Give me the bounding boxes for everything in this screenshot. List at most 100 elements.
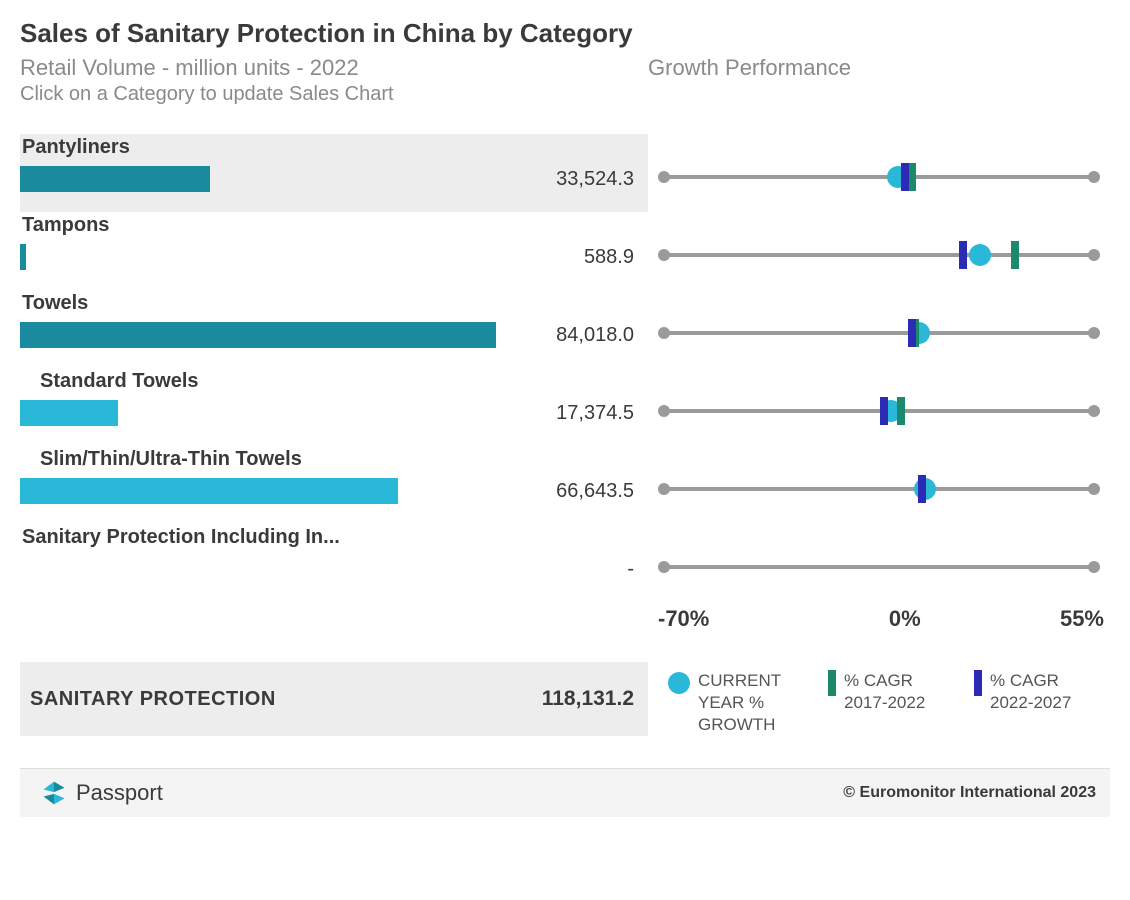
total-box: SANITARY PROTECTION 118,131.2 xyxy=(20,662,648,736)
legend-current-icon xyxy=(668,672,690,694)
marker-cagr-future xyxy=(908,319,916,347)
bar-value: - xyxy=(496,558,648,581)
legend-current-label: CURRENT YEAR % GROWTH xyxy=(698,670,808,736)
bar-value: 17,374.5 xyxy=(496,402,648,425)
category-row[interactable]: Tampons 588.9 xyxy=(20,212,1110,290)
bar-line: 17,374.5 xyxy=(20,397,648,429)
passport-logo-icon xyxy=(40,779,68,807)
row-left[interactable]: Sanitary Protection Including In... - xyxy=(20,524,648,602)
brand-text: Passport xyxy=(76,780,163,806)
legend-cagr-future: % CAGR 2022-2027 xyxy=(974,670,1100,736)
category-row[interactable]: Pantyliners 33,524.3 xyxy=(20,134,1110,212)
axis-line xyxy=(664,253,1094,257)
axis-line xyxy=(664,409,1094,413)
bar-line: - xyxy=(20,553,648,585)
category-row[interactable]: Towels 84,018.0 xyxy=(20,290,1110,368)
marker-cagr-past xyxy=(908,163,916,191)
growth-cell xyxy=(648,368,1110,446)
bar-line: 588.9 xyxy=(20,241,648,273)
axis-end-dot xyxy=(658,249,670,261)
brand: Passport xyxy=(40,779,163,807)
row-left[interactable]: Slim/Thin/Ultra-Thin Towels 66,643.5 xyxy=(20,446,648,524)
bar-value: 33,524.3 xyxy=(496,168,648,191)
growth-track xyxy=(648,162,1110,192)
axis-line xyxy=(664,487,1094,491)
bar-track xyxy=(20,166,496,192)
bar-value: 66,643.5 xyxy=(496,480,648,503)
category-row[interactable]: Sanitary Protection Including In... - xyxy=(20,524,1110,602)
growth-track xyxy=(648,552,1110,582)
subheading-row: Retail Volume - million units - 2022 Gro… xyxy=(20,55,1110,81)
axis-labels: -70% 0% 55% xyxy=(648,602,1110,636)
legend-current: CURRENT YEAR % GROWTH xyxy=(668,670,808,736)
growth-cell xyxy=(648,212,1110,290)
category-row[interactable]: Standard Towels 17,374.5 xyxy=(20,368,1110,446)
legend-cagr-future-label: % CAGR 2022-2027 xyxy=(990,670,1100,714)
marker-current xyxy=(969,244,991,266)
bar-line: 84,018.0 xyxy=(20,319,648,351)
axis-line xyxy=(664,175,1094,179)
bar-track xyxy=(20,478,496,504)
growth-track xyxy=(648,396,1110,426)
marker-cagr-past xyxy=(1011,241,1019,269)
total-label: SANITARY PROTECTION xyxy=(30,688,276,711)
bar-line: 66,643.5 xyxy=(20,475,648,507)
row-left[interactable]: Pantyliners 33,524.3 xyxy=(20,134,648,212)
growth-track xyxy=(648,240,1110,270)
bar-fill xyxy=(20,400,118,426)
instruction-text: Click on a Category to update Sales Char… xyxy=(20,83,1110,106)
axis-end-dot xyxy=(1088,327,1100,339)
category-label: Tampons xyxy=(20,214,648,237)
axis-end-dot xyxy=(1088,561,1100,573)
axis-label-row: -70% 0% 55% xyxy=(20,602,1110,636)
axis-end-dot xyxy=(658,405,670,417)
legend: CURRENT YEAR % GROWTH % CAGR 2017-2022 %… xyxy=(648,662,1110,736)
marker-cagr-past xyxy=(897,397,905,425)
bar-fill xyxy=(20,478,398,504)
marker-cagr-future xyxy=(959,241,967,269)
axis-end-dot xyxy=(1088,405,1100,417)
bar-value: 84,018.0 xyxy=(496,324,648,347)
category-label: Pantyliners xyxy=(20,136,648,159)
axis-end-dot xyxy=(658,327,670,339)
category-row[interactable]: Slim/Thin/Ultra-Thin Towels 66,643.5 xyxy=(20,446,1110,524)
growth-track xyxy=(648,318,1110,348)
bar-track xyxy=(20,400,496,426)
growth-cell xyxy=(648,290,1110,368)
axis-line xyxy=(664,331,1094,335)
growth-track xyxy=(648,474,1110,504)
axis-end-dot xyxy=(1088,483,1100,495)
axis-tick-label: -70% xyxy=(658,606,709,632)
row-left[interactable]: Tampons 588.9 xyxy=(20,212,648,290)
marker-cagr-future xyxy=(901,163,909,191)
axis-tick-label: 55% xyxy=(1060,606,1104,632)
axis-end-dot xyxy=(658,561,670,573)
copyright: © Euromonitor International 2023 xyxy=(843,784,1096,802)
subtitle-right: Growth Performance xyxy=(648,55,851,81)
axis-end-dot xyxy=(658,171,670,183)
subtitle-left: Retail Volume - million units - 2022 xyxy=(20,55,648,81)
bar-track xyxy=(20,556,496,582)
axis-end-dot xyxy=(1088,171,1100,183)
category-label: Towels xyxy=(20,292,648,315)
bar-track xyxy=(20,244,496,270)
row-left[interactable]: Standard Towels 17,374.5 xyxy=(20,368,648,446)
axis-tick-label: 0% xyxy=(889,606,921,632)
bar-track xyxy=(20,322,496,348)
total-value: 118,131.2 xyxy=(542,687,634,711)
bar-fill xyxy=(20,166,210,192)
axis-line xyxy=(664,565,1094,569)
category-label: Standard Towels xyxy=(20,370,648,393)
growth-cell xyxy=(648,524,1110,602)
row-left[interactable]: Towels 84,018.0 xyxy=(20,290,648,368)
legend-cagr-past-label: % CAGR 2017-2022 xyxy=(844,670,954,714)
bar-fill xyxy=(20,244,26,270)
growth-cell xyxy=(648,134,1110,212)
total-row: SANITARY PROTECTION 118,131.2 CURRENT YE… xyxy=(20,662,1110,736)
footer: Passport © Euromonitor International 202… xyxy=(20,768,1110,817)
growth-cell xyxy=(648,446,1110,524)
bar-fill xyxy=(20,322,496,348)
marker-cagr-future xyxy=(918,475,926,503)
category-label: Sanitary Protection Including In... xyxy=(20,526,648,549)
category-label: Slim/Thin/Ultra-Thin Towels xyxy=(20,448,648,471)
